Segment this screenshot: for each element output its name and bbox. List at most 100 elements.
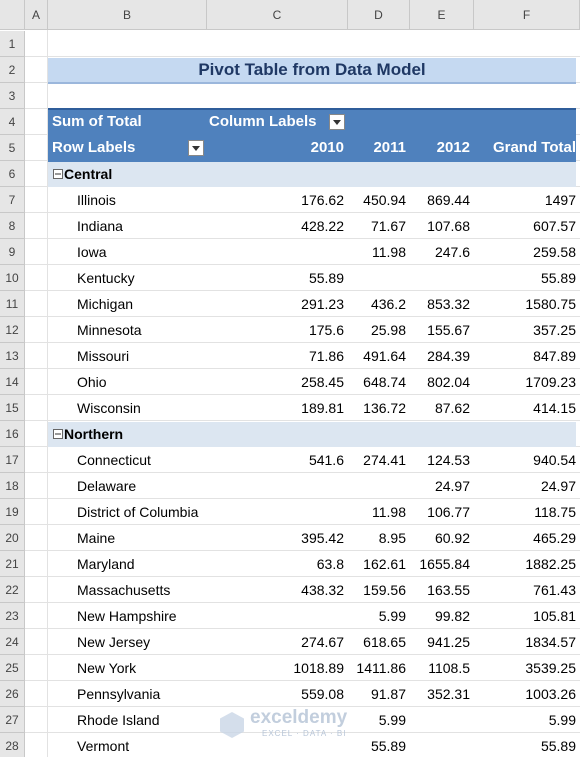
value-cell: 91.87 [370,686,406,702]
value-cell: 291.23 [301,296,344,312]
row-header[interactable]: 7 [0,187,25,213]
value-cell: 438.32 [301,582,344,598]
row-label: Kentucky [77,270,135,286]
value-cell: 465.29 [533,530,576,546]
column-header[interactable]: B [48,0,207,30]
grid-line [25,680,580,681]
value-cell: 541.6 [308,452,344,468]
row-header[interactable]: 25 [0,655,25,681]
grid-line [25,212,580,213]
row-header[interactable]: 19 [0,499,25,525]
value-cell: 175.6 [308,322,344,338]
row-header[interactable]: 2 [0,57,25,83]
value-cell: 607.57 [533,218,576,234]
grid-line [25,290,580,291]
title-band [48,58,576,84]
row-header[interactable]: 15 [0,395,25,421]
grid-line [25,628,580,629]
row-label: Minnesota [77,322,142,338]
value-cell: 414.15 [533,400,576,416]
grid-line [25,264,580,265]
column-header[interactable]: A [25,0,48,30]
value-cell: 118.75 [534,504,576,520]
row-label: Missouri [77,348,130,364]
value-cell: 618.65 [363,634,406,650]
grand-total-header: Grand Total [492,139,576,156]
row-header[interactable]: 13 [0,343,25,369]
value-cell: 5.99 [548,712,576,728]
row-header[interactable]: 20 [0,525,25,551]
row-header[interactable]: 12 [0,317,25,343]
row-label: Vermont [77,738,130,754]
collapse-button[interactable] [53,169,63,179]
row-label: Wisconsin [77,400,141,416]
value-cell: 853.32 [427,296,470,312]
value-cell: 136.72 [363,400,406,416]
collapse-button[interactable] [53,429,63,439]
value-cell: 1655.84 [419,556,470,572]
row-labels: Row Labels [52,139,136,156]
value-cell: 259.58 [533,244,576,260]
value-cell: 247.6 [434,244,470,260]
row-header[interactable]: 28 [0,733,25,757]
row-header[interactable]: 6 [0,161,25,187]
row-header[interactable]: 5 [0,135,25,161]
column-header[interactable]: D [348,0,410,30]
row-header[interactable]: 26 [0,681,25,707]
row-header[interactable]: 21 [0,551,25,577]
value-cell: 11.98 [372,244,406,260]
column-header[interactable]: C [207,0,348,30]
row-header[interactable]: 9 [0,239,25,265]
value-cell: 450.94 [363,192,406,208]
column-header[interactable]: E [410,0,474,30]
column-header[interactable]: F [474,0,580,30]
row-header[interactable]: 1 [0,31,25,57]
watermark-tagline: EXCEL · DATA · BI [262,729,347,738]
grid-line [25,56,580,57]
value-cell: 357.25 [533,322,576,338]
grid-line [25,368,580,369]
filter-button[interactable] [329,114,345,130]
row-header[interactable]: 10 [0,265,25,291]
row-header[interactable]: 27 [0,707,25,733]
filter-button[interactable] [188,140,204,156]
value-cell: 941.25 [427,634,470,650]
row-label: Iowa [77,244,107,260]
row-header[interactable]: 22 [0,577,25,603]
column-labels: Column Labels [209,113,317,130]
row-header[interactable]: 23 [0,603,25,629]
row-header[interactable]: 18 [0,473,25,499]
row-header[interactable]: 3 [0,83,25,109]
value-cell: 1580.75 [525,296,576,312]
value-cell: 869.44 [427,192,470,208]
grid-line [25,550,580,551]
row-header[interactable]: 14 [0,369,25,395]
value-cell: 107.68 [427,218,470,234]
row-header[interactable]: 17 [0,447,25,473]
value-cell: 55.89 [370,738,406,754]
title: Pivot Table from Data Model [198,60,426,79]
row-header[interactable]: 8 [0,213,25,239]
grid-line [25,238,580,239]
row-label: Maryland [77,556,135,572]
value-cell: 176.62 [301,192,344,208]
grid-line [25,602,580,603]
row-header[interactable]: 24 [0,629,25,655]
group-label: Central [64,166,113,182]
row-header[interactable]: 11 [0,291,25,317]
value-cell: 1018.89 [293,660,344,676]
value-cell: 1709.23 [525,374,576,390]
row-header[interactable]: 16 [0,421,25,447]
value-cell: 1003.26 [525,686,576,702]
grid-line [25,342,580,343]
value-cell: 284.39 [427,348,470,364]
grid-line [25,654,580,655]
value-cell: 24.97 [540,478,576,494]
value-cell: 55.89 [540,738,576,754]
value-cell: 5.99 [378,712,406,728]
value-cell: 1497 [544,192,576,208]
value-cell: 55.89 [540,270,576,286]
value-cell: 436.2 [370,296,406,312]
row-header[interactable]: 4 [0,109,25,135]
row-label: Ohio [77,374,107,390]
